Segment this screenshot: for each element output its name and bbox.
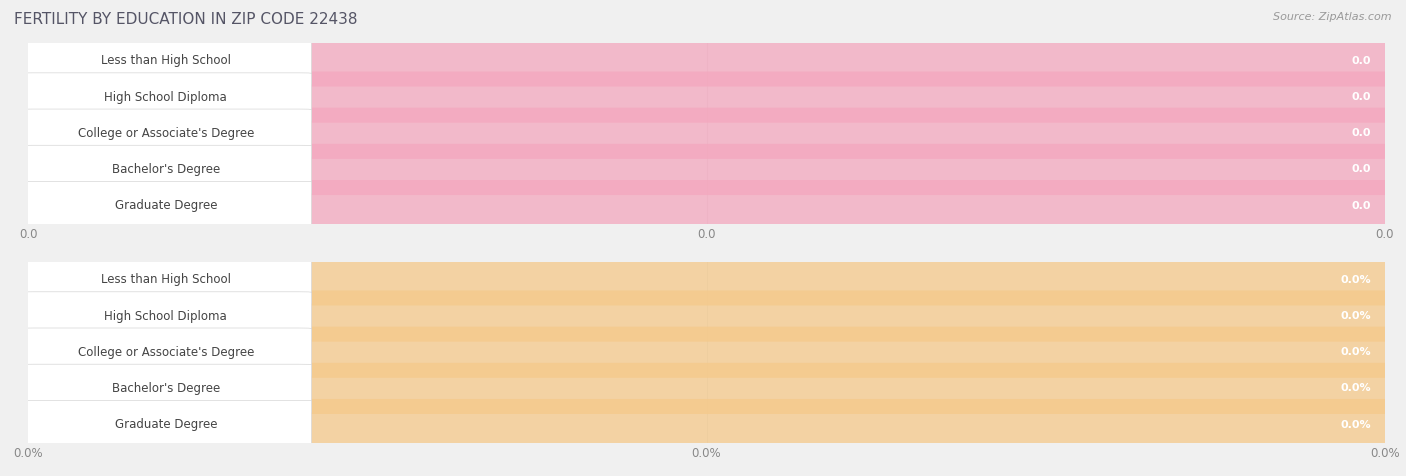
FancyBboxPatch shape — [20, 328, 312, 377]
FancyBboxPatch shape — [20, 145, 312, 194]
Text: 0.0%: 0.0% — [1341, 383, 1371, 394]
Text: College or Associate's Degree: College or Associate's Degree — [77, 127, 254, 140]
Text: 0.0%: 0.0% — [1341, 275, 1371, 285]
FancyBboxPatch shape — [20, 37, 312, 85]
Text: Source: ZipAtlas.com: Source: ZipAtlas.com — [1274, 12, 1392, 22]
FancyBboxPatch shape — [18, 290, 1395, 342]
Text: 0.0%: 0.0% — [1341, 347, 1371, 357]
Text: FERTILITY BY EDUCATION IN ZIP CODE 22438: FERTILITY BY EDUCATION IN ZIP CODE 22438 — [14, 12, 357, 27]
Text: Graduate Degree: Graduate Degree — [114, 418, 217, 431]
Text: Less than High School: Less than High School — [101, 54, 231, 68]
FancyBboxPatch shape — [18, 35, 1395, 87]
FancyBboxPatch shape — [18, 108, 1395, 159]
FancyBboxPatch shape — [18, 327, 1395, 378]
Text: 0.0%: 0.0% — [1341, 419, 1371, 430]
Text: Less than High School: Less than High School — [101, 273, 231, 287]
FancyBboxPatch shape — [18, 180, 1395, 231]
Text: 0.0: 0.0 — [1351, 164, 1371, 175]
Text: Graduate Degree: Graduate Degree — [114, 199, 217, 212]
Text: 0.0%: 0.0% — [1341, 311, 1371, 321]
FancyBboxPatch shape — [18, 363, 1395, 414]
Text: High School Diploma: High School Diploma — [104, 309, 228, 323]
FancyBboxPatch shape — [18, 144, 1395, 195]
FancyBboxPatch shape — [20, 292, 312, 340]
FancyBboxPatch shape — [20, 256, 312, 304]
Text: Bachelor's Degree: Bachelor's Degree — [111, 382, 219, 395]
Text: 0.0: 0.0 — [1351, 56, 1371, 66]
Text: Bachelor's Degree: Bachelor's Degree — [111, 163, 219, 176]
FancyBboxPatch shape — [20, 181, 312, 230]
FancyBboxPatch shape — [20, 109, 312, 158]
FancyBboxPatch shape — [18, 71, 1395, 123]
Text: 0.0: 0.0 — [1351, 128, 1371, 139]
Text: 0.0: 0.0 — [1351, 200, 1371, 211]
FancyBboxPatch shape — [20, 400, 312, 449]
FancyBboxPatch shape — [18, 399, 1395, 450]
FancyBboxPatch shape — [18, 254, 1395, 306]
Text: High School Diploma: High School Diploma — [104, 90, 228, 104]
Text: 0.0: 0.0 — [1351, 92, 1371, 102]
FancyBboxPatch shape — [20, 73, 312, 121]
Text: College or Associate's Degree: College or Associate's Degree — [77, 346, 254, 359]
FancyBboxPatch shape — [20, 364, 312, 413]
